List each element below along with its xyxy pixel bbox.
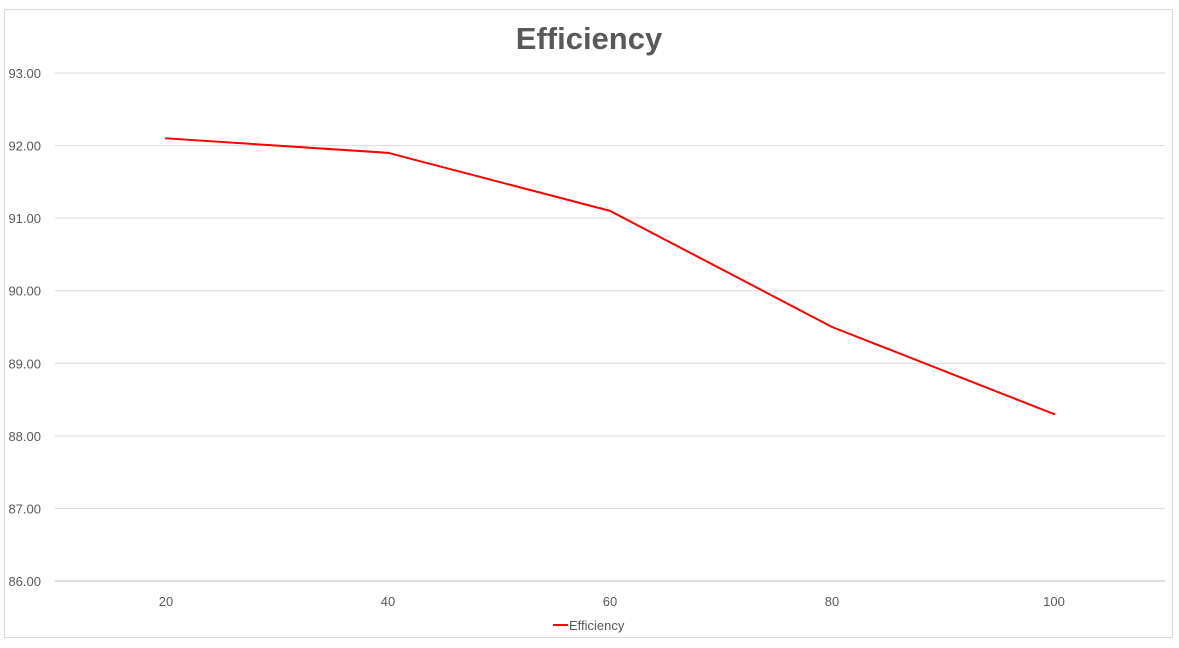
y-tick-label: 90.00 [8, 284, 41, 299]
y-tick-label: 91.00 [8, 211, 41, 226]
x-axis-tick-labels: 20 40 60 80 100 [159, 594, 1065, 609]
legend-label: Efficiency [569, 618, 625, 633]
x-tick-label: 80 [825, 594, 839, 609]
y-tick-label: 89.00 [8, 356, 41, 371]
y-tick-label: 88.00 [8, 429, 41, 444]
x-tick-label: 60 [603, 594, 617, 609]
data-point [165, 137, 167, 140]
data-point [831, 326, 833, 328]
y-tick-label: 87.00 [8, 501, 41, 516]
chart-title: Efficiency [516, 21, 663, 56]
y-tick-label: 92.00 [8, 139, 41, 154]
data-point [1053, 413, 1055, 416]
legend: Efficiency [553, 618, 625, 633]
chart-frame [4, 9, 1173, 638]
x-tick-label: 100 [1043, 594, 1065, 609]
data-point [387, 151, 389, 154]
y-tick-label: 86.00 [8, 574, 41, 589]
x-tick-label: 40 [381, 594, 395, 609]
series-layer [165, 137, 1055, 416]
series-line-efficiency [165, 137, 1055, 416]
data-point [609, 209, 611, 212]
y-axis-tick-labels: 86.00 87.00 88.00 89.00 90.00 91.00 92.00 93.00 [8, 66, 41, 589]
gridlines [55, 72, 1165, 582]
y-tick-label: 93.00 [8, 66, 41, 81]
x-tick-label: 20 [159, 594, 173, 609]
